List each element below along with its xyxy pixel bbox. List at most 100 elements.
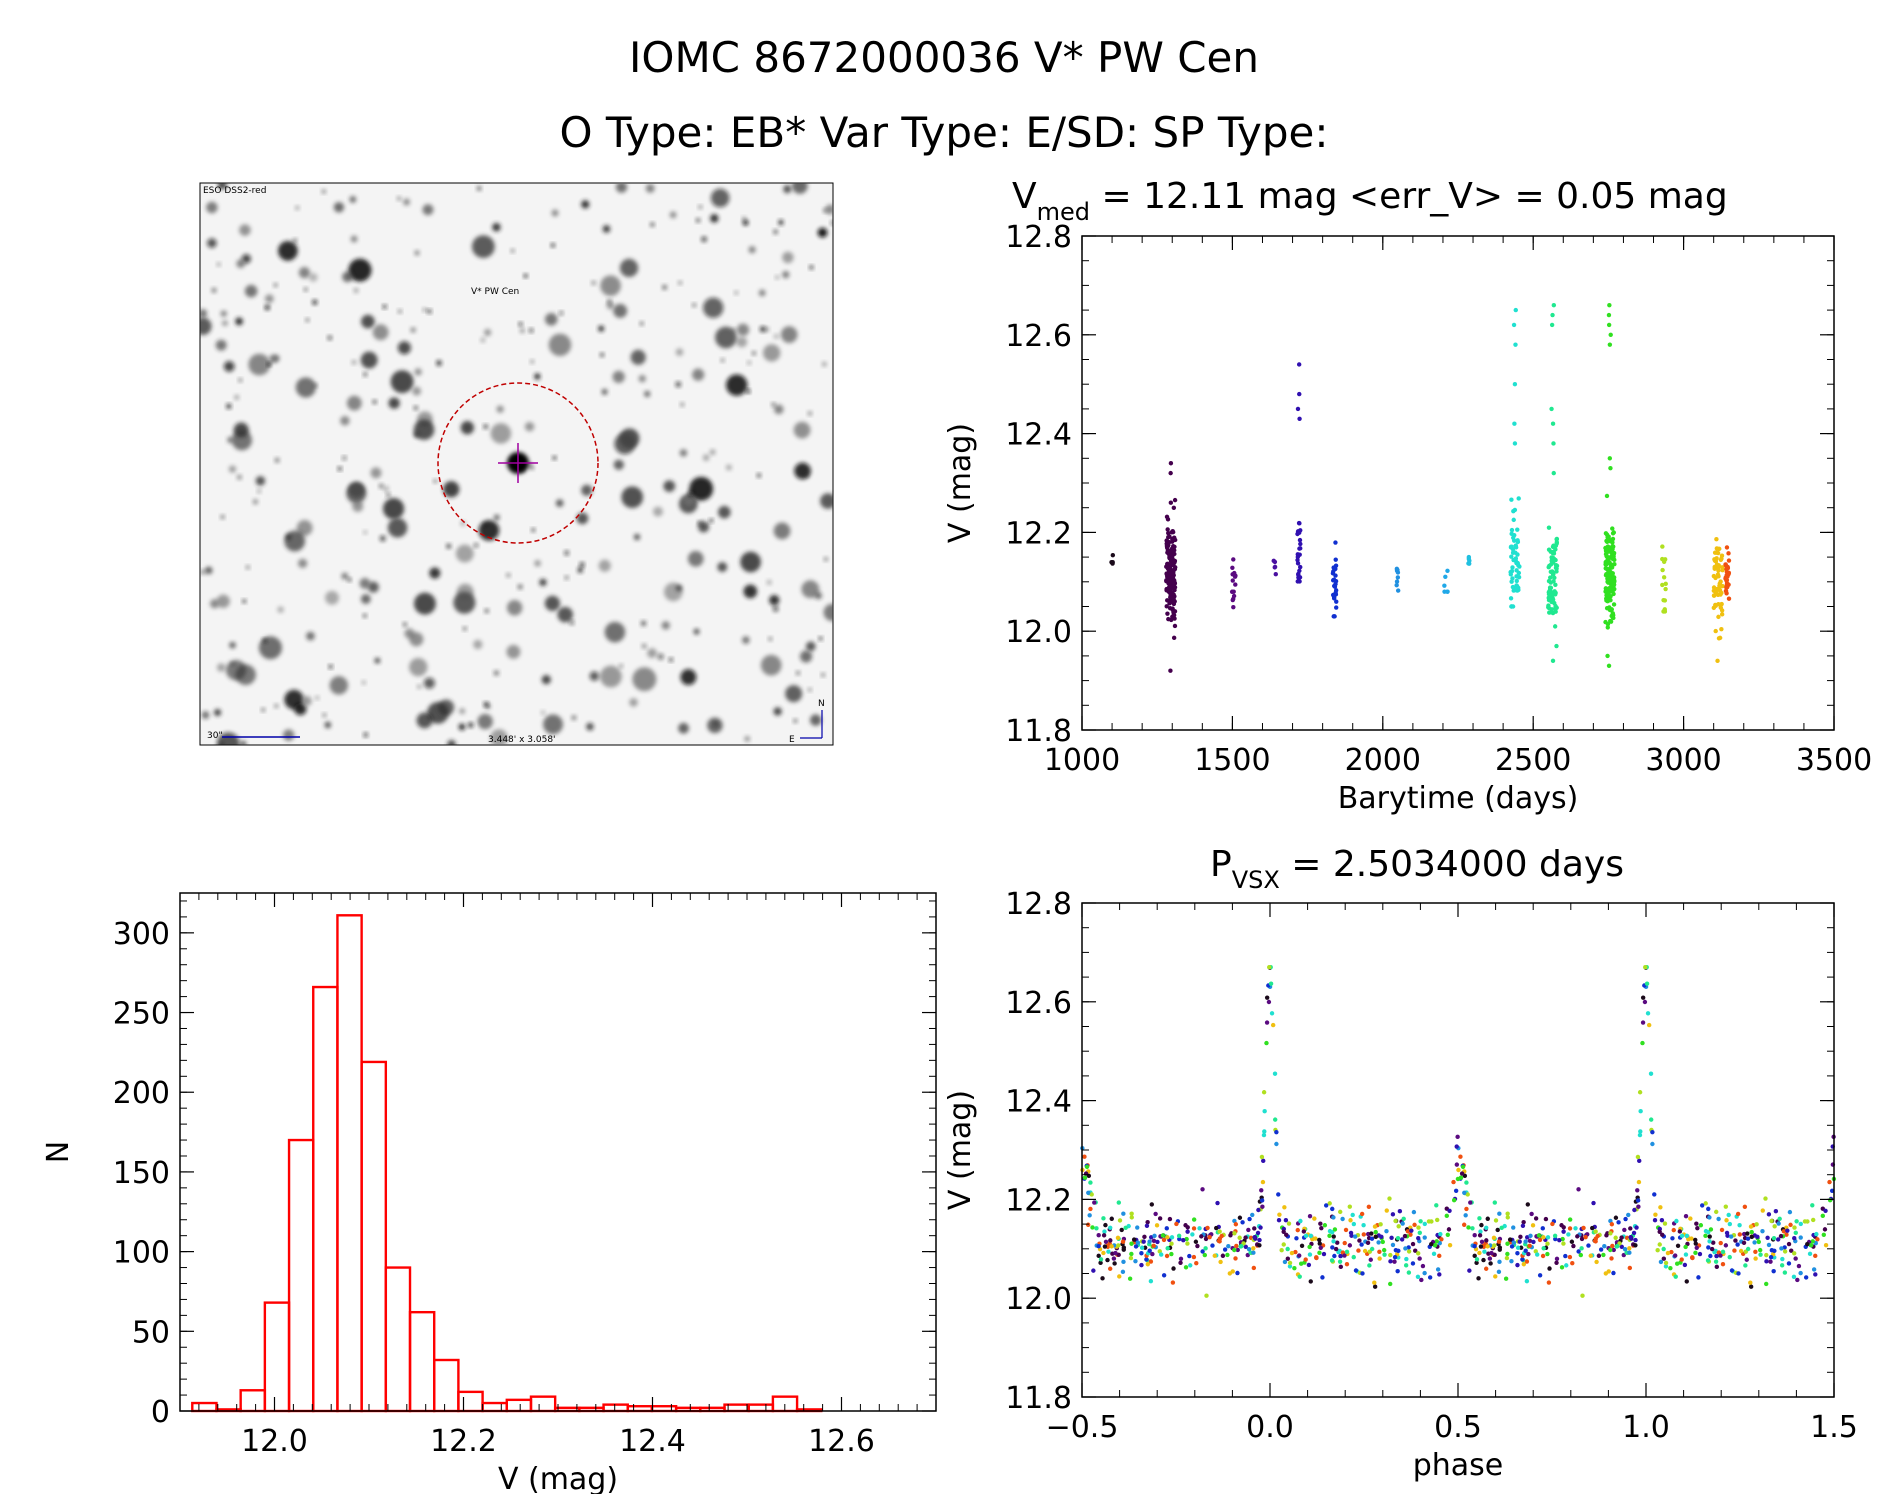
lightcurve-point (1661, 575, 1667, 580)
phase-point (1705, 1258, 1711, 1263)
lightcurve-point (1604, 598, 1609, 603)
phase-point (1560, 1236, 1565, 1242)
phase-point (1226, 1243, 1231, 1249)
phase-point (1637, 1090, 1643, 1095)
finder-star (220, 514, 225, 520)
phase-point (1348, 1218, 1353, 1223)
finder-star (214, 708, 222, 717)
finder-star (480, 337, 486, 343)
phase-point (1827, 1197, 1833, 1203)
lightcurve-point (1718, 602, 1723, 608)
phase-point (1635, 1188, 1640, 1193)
finder-star (630, 349, 646, 365)
phase-point (1390, 1242, 1396, 1248)
finder-star (772, 606, 779, 612)
phase-point (1608, 1231, 1613, 1236)
phase-point (1779, 1246, 1784, 1251)
phase-point (1782, 1270, 1788, 1275)
phase-point (1748, 1280, 1753, 1285)
lightcurve-point (1331, 614, 1336, 619)
finder-star (598, 325, 605, 332)
phase-point (1815, 1237, 1820, 1242)
phase-xtick-label: 0.5 (1434, 1410, 1482, 1445)
phase-point (1493, 1274, 1498, 1279)
lightcurve-point (1511, 535, 1516, 541)
finder-star (541, 675, 551, 685)
phase-point (1434, 1203, 1439, 1208)
phase-point (1437, 1272, 1442, 1277)
lightcurve-point (1610, 571, 1615, 576)
phase-point (1622, 1247, 1628, 1252)
phase-point (1586, 1243, 1591, 1248)
finder-star (313, 383, 318, 388)
finder-star (200, 317, 212, 336)
phase-point (1505, 1215, 1510, 1220)
finder-star (559, 311, 564, 316)
phase-point (1200, 1249, 1205, 1254)
lightcurve-xtick-label: 3000 (1645, 743, 1721, 778)
phase-point (1690, 1255, 1695, 1260)
phase-point (1595, 1233, 1600, 1239)
finder-star (433, 479, 438, 484)
lightcurve-ytick-label: 12.4 (1005, 418, 1072, 453)
phase-point (1810, 1203, 1815, 1208)
lightcurve-point (1508, 596, 1514, 601)
lightcurve-point (1172, 581, 1178, 586)
phase-point (1484, 1225, 1489, 1230)
lightcurve-point (1273, 571, 1278, 577)
phase-point (1764, 1252, 1769, 1258)
finder-star (612, 370, 625, 383)
finder-star (785, 685, 803, 703)
phase-point (1406, 1249, 1412, 1254)
lightcurve-axes: 1000 1500 2000 2500 3000 3500 11.8 12.0 12.2 12.4… (943, 220, 1872, 816)
finder-star (412, 386, 422, 396)
phase-point (1583, 1234, 1588, 1240)
phase-point (1545, 1251, 1550, 1257)
finder-star (534, 373, 541, 380)
finder-star (267, 362, 272, 367)
phase-point (1170, 1280, 1176, 1285)
phase-point (1252, 1226, 1257, 1231)
finder-star (349, 196, 357, 203)
phase-point (1082, 1154, 1087, 1159)
phase-ytick-label: 12.0 (1005, 1282, 1072, 1317)
finder-star (823, 556, 829, 562)
phase-point (1135, 1225, 1140, 1230)
phase-point (1389, 1235, 1394, 1240)
phase-point (1284, 1232, 1289, 1238)
finder-star (460, 421, 474, 435)
finder-star (363, 372, 368, 377)
phase-point (1609, 1222, 1615, 1227)
phase-point (1674, 1261, 1680, 1266)
phase-point (1422, 1270, 1427, 1276)
phase-point (1794, 1219, 1799, 1224)
lightcurve-point (1606, 556, 1611, 561)
lightcurve-point (1548, 562, 1554, 567)
phase-point (1310, 1237, 1315, 1242)
finder-star (615, 183, 628, 193)
phase-point (1743, 1263, 1748, 1268)
lightcurve-point (1548, 585, 1554, 590)
phase-point (1169, 1235, 1175, 1240)
phase-point (1105, 1257, 1110, 1263)
phase-point (1735, 1242, 1740, 1247)
lightcurve-point (1445, 589, 1450, 594)
phase-point (1204, 1293, 1209, 1298)
lightcurve-point (1554, 566, 1559, 571)
lightcurve-point (1170, 607, 1175, 613)
finder-star (204, 566, 213, 575)
phase-point (1504, 1255, 1510, 1261)
phase-point (1591, 1200, 1596, 1206)
finder-star (248, 353, 271, 376)
phase-point (1431, 1251, 1437, 1257)
phase-point (1142, 1234, 1147, 1240)
phase-point (1472, 1253, 1477, 1259)
histogram-bar (505, 1398, 533, 1413)
lightcurve-point (1723, 562, 1728, 567)
finder-star (662, 284, 668, 290)
phase-point (1259, 1198, 1265, 1203)
lightcurve-point (1551, 302, 1557, 308)
phase-point (1160, 1233, 1166, 1238)
histogram-bars (191, 914, 823, 1413)
